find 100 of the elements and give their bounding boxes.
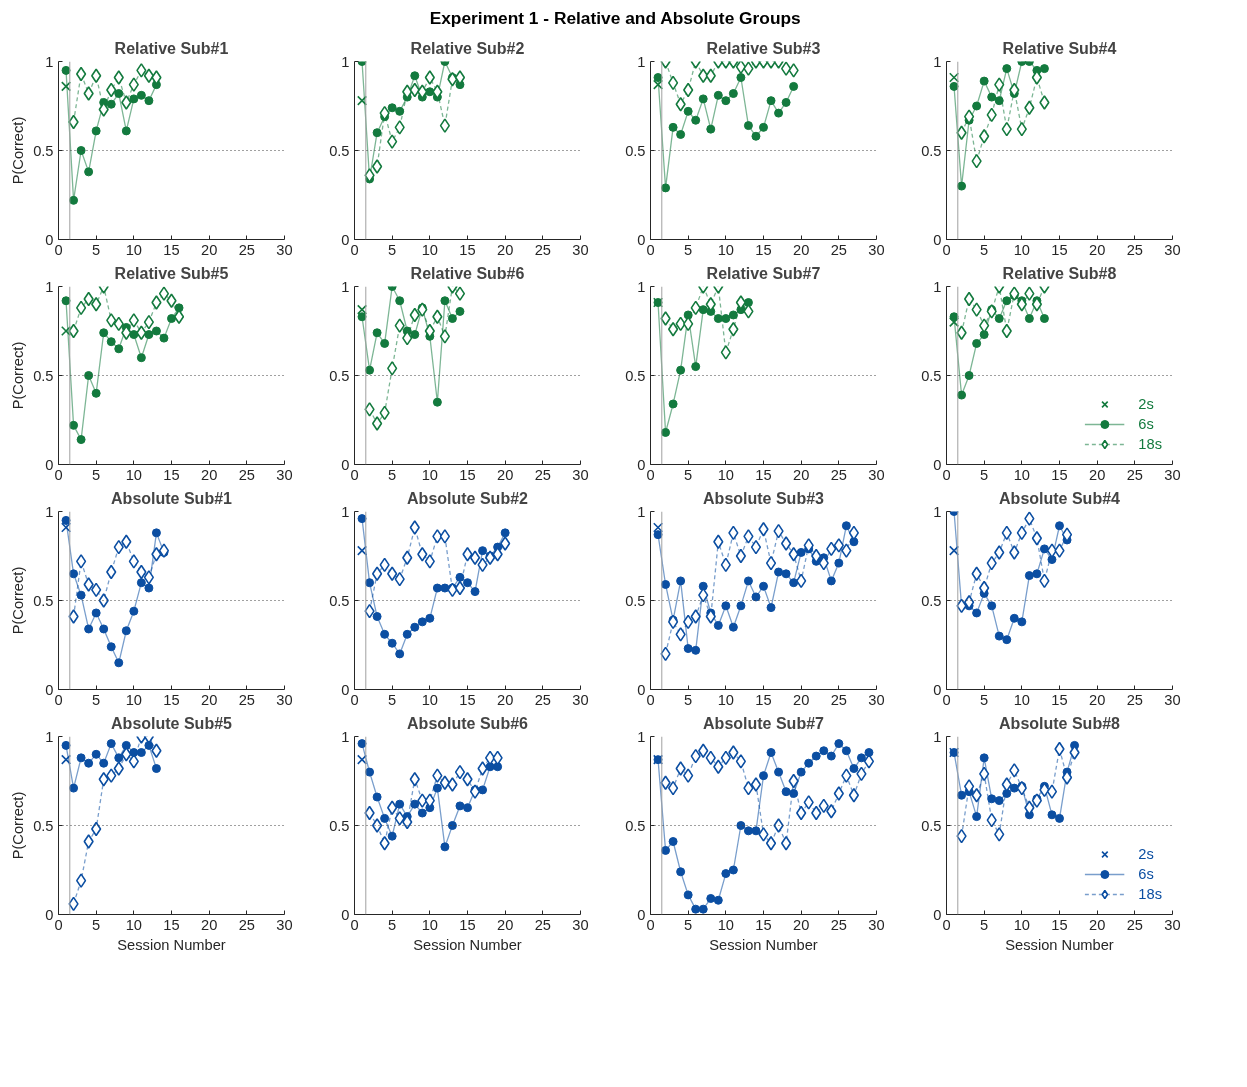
y-tick-label: 1 (45, 278, 54, 295)
x-axis-title: Session Number (709, 936, 818, 953)
x-tick-label: 20 (201, 466, 218, 483)
x-tick-label: 25 (534, 916, 551, 933)
x-tick-label: 10 (421, 241, 438, 258)
x-tick-label: 5 (684, 466, 693, 483)
y-tick-label: 0.5 (921, 367, 942, 384)
x-tick-label: 15 (1051, 916, 1068, 933)
x-tick-label: 15 (163, 916, 180, 933)
legend-label: 6s (1138, 416, 1155, 432)
y-tick-label: 1 (341, 278, 350, 295)
x-tick-label: 20 (201, 916, 218, 933)
y-tick-label: 0.5 (921, 817, 942, 834)
y-tick-label: 1 (637, 503, 646, 520)
y-tick-label: 1 (45, 53, 54, 70)
x-tick-label: 25 (1126, 241, 1143, 258)
x-tick-label: 10 (421, 691, 438, 708)
y-tick-label: 1 (341, 728, 350, 745)
x-tick-label: 10 (717, 241, 734, 258)
y-tick-label: 1 (637, 728, 646, 745)
y-axis-title: P(Correct) (10, 791, 27, 860)
x-axis-title: Session Number (1005, 936, 1114, 953)
x-tick-label: 10 (717, 466, 734, 483)
x-tick-label: 5 (388, 916, 397, 933)
x-tick-label: 25 (1126, 466, 1143, 483)
x-tick-label: 15 (459, 466, 476, 483)
x-tick-label: 10 (421, 466, 438, 483)
y-tick-label: 1 (933, 53, 942, 70)
x-tick-label: 10 (125, 691, 142, 708)
x-tick-label: 30 (1164, 466, 1181, 483)
x-tick-label: 5 (388, 241, 397, 258)
x-tick-label: 20 (497, 691, 514, 708)
x-tick-label: 20 (793, 691, 810, 708)
x-tick-label: 30 (276, 916, 293, 933)
x-tick-label: 25 (534, 691, 551, 708)
x-tick-label: 5 (684, 241, 693, 258)
y-tick-label: 0.5 (329, 592, 350, 609)
text: Experiment 1 - Relative and Absolute Groups (429, 7, 801, 28)
y-tick-label: 1 (45, 503, 54, 520)
x-tick-label: 5 (980, 916, 989, 933)
chart-title: Absolute Sub#8 (999, 714, 1121, 732)
x-tick-label: 10 (717, 691, 734, 708)
y-tick-label: 1 (637, 278, 646, 295)
x-tick-label: 25 (238, 691, 255, 708)
x-tick-label: 25 (534, 241, 551, 258)
x-tick-label: 5 (92, 241, 101, 258)
x-tick-label: 30 (1164, 691, 1181, 708)
chart-title: Absolute Sub#4 (999, 489, 1121, 507)
x-tick-label: 15 (755, 916, 772, 933)
x-tick-label: 15 (459, 691, 476, 708)
y-tick-label: 0.5 (33, 367, 54, 384)
chart-title: Absolute Sub#7 (703, 714, 825, 732)
chart-title: Relative Sub#1 (114, 39, 229, 57)
x-tick-label: 30 (572, 916, 589, 933)
x-tick-label: 20 (793, 916, 810, 933)
y-axis-title: P(Correct) (10, 116, 27, 185)
legend-label: 2s (1138, 846, 1155, 862)
x-tick-label: 30 (868, 466, 885, 483)
y-tick-label: 0.5 (33, 142, 54, 159)
y-tick-label: 0.5 (329, 367, 350, 384)
chart-title: Relative Sub#2 (410, 39, 525, 57)
chart-title: Absolute Sub#3 (703, 489, 825, 507)
y-tick-label: 1 (637, 53, 646, 70)
y-tick-label: 0.5 (921, 142, 942, 159)
x-tick-label: 5 (980, 466, 989, 483)
x-tick-label: 30 (868, 916, 885, 933)
x-tick-label: 30 (1164, 916, 1181, 933)
x-tick-label: 20 (201, 241, 218, 258)
chart-title: Absolute Sub#1 (111, 489, 233, 507)
x-tick-label: 15 (163, 691, 180, 708)
x-tick-label: 25 (238, 241, 255, 258)
x-tick-label: 25 (830, 691, 847, 708)
x-tick-label: 25 (830, 916, 847, 933)
y-axis-title: P(Correct) (10, 566, 27, 635)
x-tick-label: 20 (497, 916, 514, 933)
y-tick-label: 1 (933, 278, 942, 295)
x-tick-label: 10 (421, 916, 438, 933)
y-tick-label: 0.5 (33, 592, 54, 609)
x-tick-label: 20 (1089, 691, 1106, 708)
x-tick-label: 10 (125, 466, 142, 483)
chart-title: Relative Sub#4 (1002, 39, 1117, 57)
y-tick-label: 1 (933, 503, 942, 520)
x-tick-label: 10 (125, 241, 142, 258)
y-tick-label: 1 (341, 53, 350, 70)
x-tick-label: 30 (868, 691, 885, 708)
y-tick-label: 0.5 (329, 817, 350, 834)
x-tick-label: 15 (755, 466, 772, 483)
y-tick-label: 0.5 (625, 142, 646, 159)
y-tick-label: 0.5 (921, 592, 942, 609)
x-tick-label: 30 (276, 241, 293, 258)
x-tick-label: 15 (459, 241, 476, 258)
x-tick-label: 25 (830, 466, 847, 483)
x-tick-label: 30 (868, 241, 885, 258)
y-axis-title: P(Correct) (10, 341, 27, 410)
x-tick-label: 10 (717, 916, 734, 933)
x-tick-label: 30 (276, 466, 293, 483)
x-tick-label: 10 (1013, 916, 1030, 933)
x-tick-label: 30 (276, 691, 293, 708)
chart-title: Absolute Sub#6 (407, 714, 529, 732)
x-tick-label: 20 (1089, 916, 1106, 933)
